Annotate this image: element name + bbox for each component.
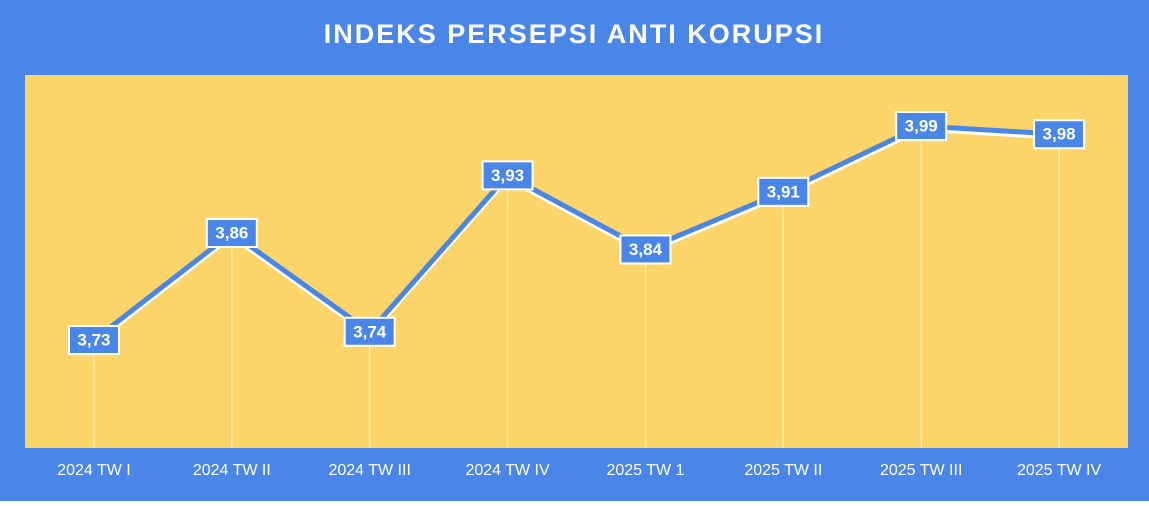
x-tick-label: 2025 TW III xyxy=(880,462,962,479)
label-box xyxy=(481,160,534,191)
data-label: 3,74 xyxy=(353,322,387,341)
x-tick-label: 2025 TW 1 xyxy=(606,462,684,479)
data-label: 3,86 xyxy=(215,223,248,242)
x-tick-label: 2025 TW IV xyxy=(1017,462,1102,479)
data-label: 3,73 xyxy=(77,330,110,349)
x-tick-label: 2024 TW III xyxy=(328,462,410,479)
label-box xyxy=(1033,119,1086,150)
data-label: 3,93 xyxy=(491,166,524,185)
label-box xyxy=(757,176,810,207)
data-label: 3,98 xyxy=(1043,125,1076,144)
x-tick-label: 2024 TW IV xyxy=(465,462,550,479)
label-box xyxy=(895,111,948,141)
data-label: 3,84 xyxy=(629,240,663,259)
x-tick-label: 2025 TW II xyxy=(744,462,822,479)
x-tick-label: 2024 TW II xyxy=(193,462,271,479)
label-box xyxy=(67,325,120,355)
data-label: 3,91 xyxy=(767,182,800,201)
label-box xyxy=(205,218,258,248)
label-box xyxy=(619,234,672,265)
x-tick-label: 2024 TW I xyxy=(57,462,131,479)
data-label: 3,99 xyxy=(905,116,938,135)
label-box xyxy=(343,316,396,347)
chart-title: INDEKS PERSEPSI ANTI KORUPSI xyxy=(324,19,825,49)
